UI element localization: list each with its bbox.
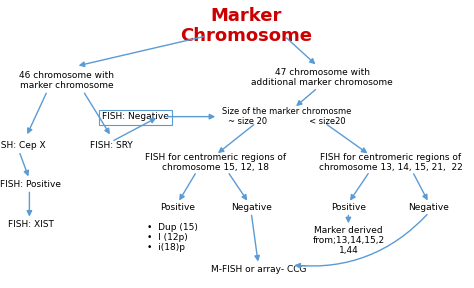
- Text: FISH: SRY: FISH: SRY: [90, 141, 133, 150]
- Text: Negative: Negative: [409, 203, 449, 212]
- Text: FISH for centromeric regions of
chromosome 13, 14, 15, 21,  22: FISH for centromeric regions of chromoso…: [319, 153, 463, 173]
- Text: FISH: Positive: FISH: Positive: [0, 180, 61, 189]
- Text: Marker
Chromosome: Marker Chromosome: [181, 7, 312, 45]
- Text: Positive: Positive: [160, 203, 195, 212]
- Text: FISH: Negative: FISH: Negative: [101, 112, 169, 121]
- Text: 46 chromosome with
marker chromosome: 46 chromosome with marker chromosome: [19, 71, 114, 90]
- Text: M-FISH or array- CCG: M-FISH or array- CCG: [210, 265, 306, 274]
- Text: FISH: Cep X: FISH: Cep X: [0, 141, 46, 150]
- Text: FISH: XIST: FISH: XIST: [8, 220, 54, 229]
- FancyBboxPatch shape: [99, 110, 172, 125]
- Text: FISH for centromeric regions of
chromosome 15, 12, 18: FISH for centromeric regions of chromoso…: [145, 153, 286, 173]
- Text: Marker derived
from;13,14,15,2
1,44: Marker derived from;13,14,15,2 1,44: [312, 226, 384, 255]
- Text: 47 chromosome with
additional marker chromosome: 47 chromosome with additional marker chr…: [251, 68, 393, 88]
- Text: Size of the marker chromosme
~ size 20                < size20: Size of the marker chromosme ~ size 20 <…: [222, 107, 351, 126]
- Text: Negative: Negative: [231, 203, 272, 212]
- Text: •  Dup (15)
•  I (12p)
•  i(18)p: • Dup (15) • I (12p) • i(18)p: [147, 223, 198, 253]
- Text: Positive: Positive: [331, 203, 366, 212]
